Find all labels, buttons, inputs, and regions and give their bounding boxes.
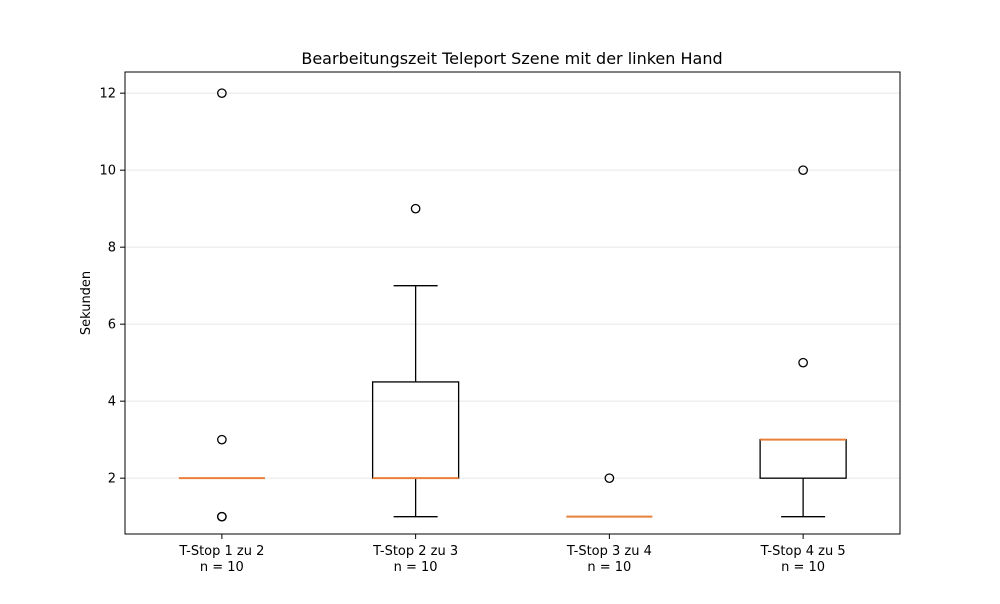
- y-tick-label: 10: [99, 164, 116, 179]
- box-iqr: [371, 381, 460, 479]
- y-tick-label: 2: [108, 472, 116, 487]
- x-tick-label: T-Stop 2 zu 3: [372, 544, 458, 559]
- outlier-point: [217, 511, 227, 522]
- x-tick-label: n = 10: [200, 560, 244, 575]
- x-tick-label: n = 10: [781, 560, 825, 575]
- plot-area: T-Stop 1 zu 2n = 10T-Stop 2 zu 3n = 10T-…: [99, 71, 901, 575]
- x-tick-label: n = 10: [587, 560, 631, 575]
- x-tick-label: T-Stop 4 zu 5: [760, 544, 846, 559]
- x-tick-label: T-Stop 1 zu 2: [178, 544, 264, 559]
- x-tick-label: n = 10: [394, 560, 438, 575]
- outlier-point: [798, 357, 808, 368]
- y-tick-label: 8: [108, 241, 116, 256]
- outlier-point: [410, 203, 421, 214]
- y-tick-label: 4: [108, 395, 116, 410]
- plot-frame: [124, 71, 901, 535]
- chart-title: Bearbeitungszeit Teleport Szene mit der …: [301, 49, 722, 68]
- box-iqr: [759, 439, 847, 479]
- x-tick-label: T-Stop 3 zu 4: [566, 544, 652, 559]
- outlier-point: [798, 165, 808, 176]
- outlier-point: [604, 473, 615, 484]
- outlier-point: [217, 88, 227, 99]
- y-tick-label: 12: [99, 87, 116, 102]
- outlier-point: [217, 434, 227, 445]
- y-tick-label: 6: [108, 318, 116, 333]
- y-axis-label: Sekunden: [79, 271, 94, 335]
